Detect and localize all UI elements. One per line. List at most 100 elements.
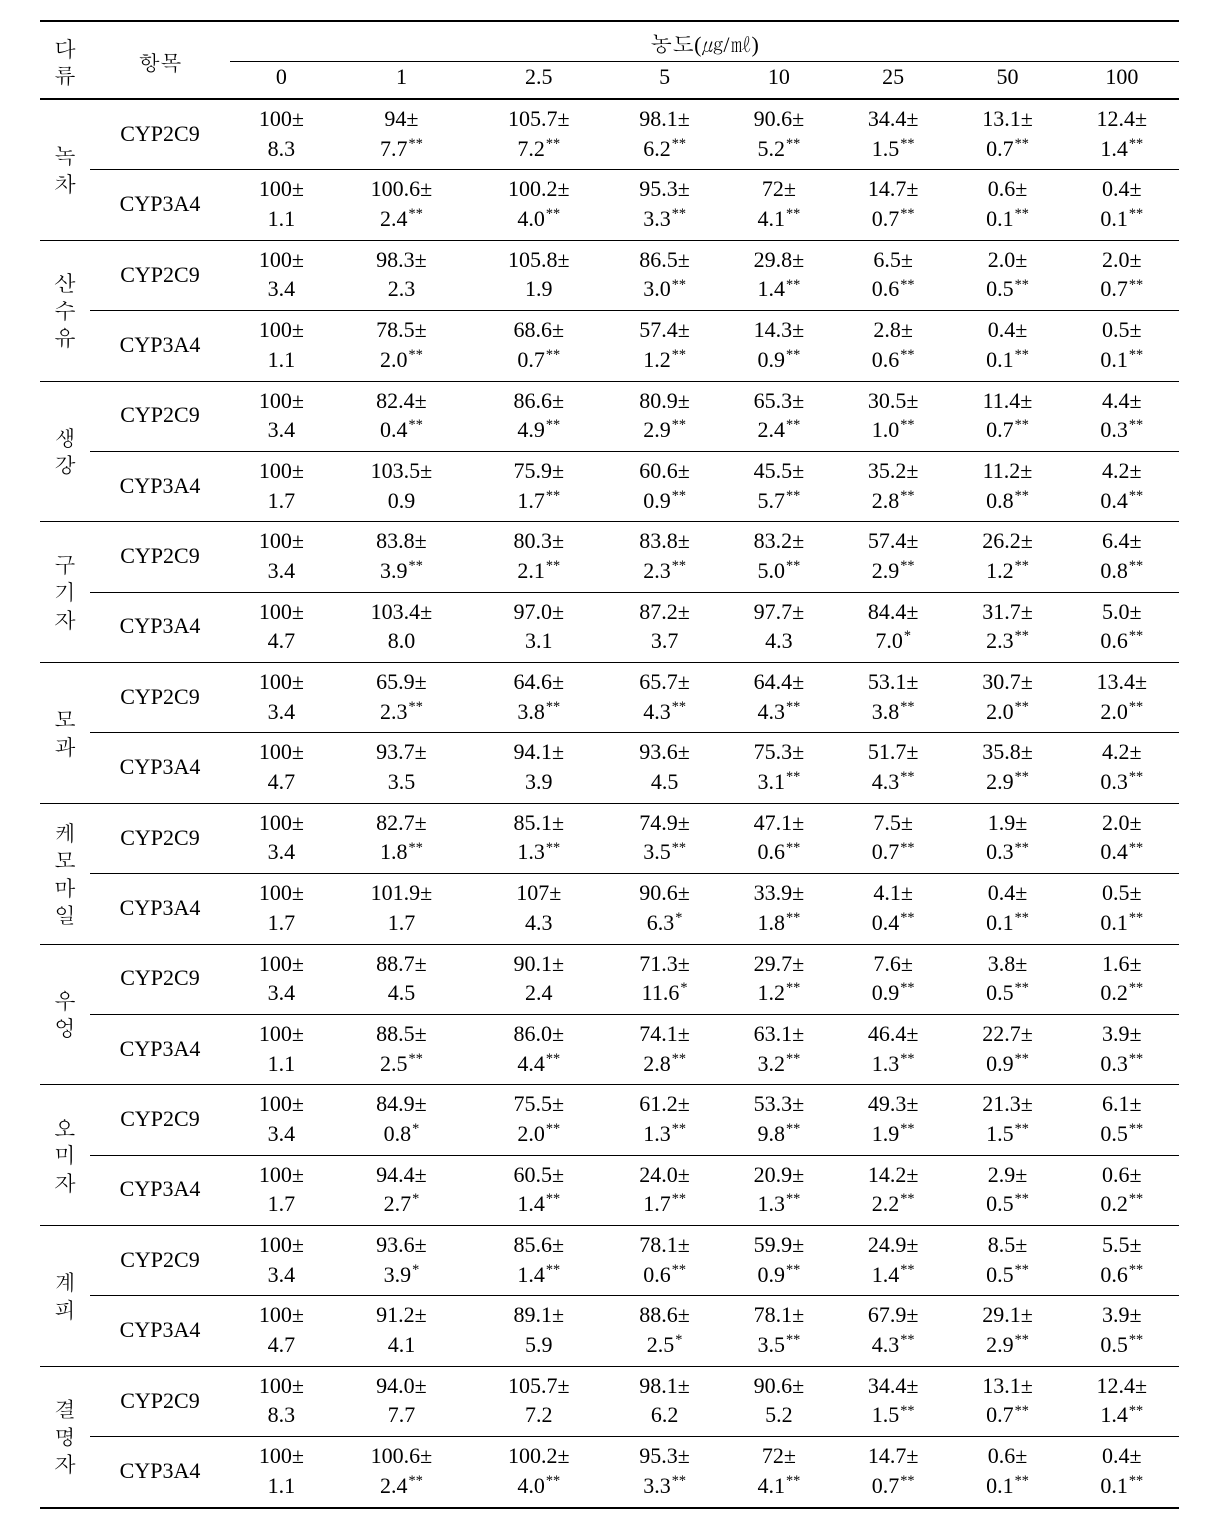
value-cell: 0.6±0.1** (950, 170, 1064, 240)
significance-marker: ** (672, 1191, 686, 1207)
significance-marker: ** (1129, 1191, 1143, 1207)
significance-marker: ** (900, 277, 914, 293)
value-cell: 75.3±3.1** (722, 733, 836, 803)
significance-marker: ** (1015, 417, 1029, 433)
significance-marker: ** (1129, 1051, 1143, 1067)
significance-marker: ** (672, 136, 686, 152)
value-cell: 2.9±0.5** (950, 1155, 1064, 1225)
value-cell: 105.7±7.2** (470, 99, 607, 170)
value-cell: 46.4±1.3** (836, 1014, 950, 1084)
value-cell: 29.8±1.4** (722, 240, 836, 310)
significance-marker: ** (900, 206, 914, 222)
value-cell: 95.3±3.3** (607, 1437, 721, 1508)
significance-marker: ** (1129, 628, 1143, 644)
value-cell: 7.5±0.7** (836, 803, 950, 873)
value-cell: 3.8±0.5** (950, 944, 1064, 1014)
item-cell: CYP3A4 (90, 170, 230, 240)
value-cell: 98.1±6.2 (607, 1366, 721, 1436)
value-cell: 90.1±2.4 (470, 944, 607, 1014)
category-cell: 모과 (40, 663, 90, 804)
significance-marker: * (412, 1262, 419, 1278)
cyp-inhibition-table: 다류 항목 농도(㎍/㎖) 012.55102550100 녹차CYP2C910… (40, 20, 1179, 1509)
significance-marker: ** (1129, 488, 1143, 504)
value-cell: 105.7±7.2 (470, 1366, 607, 1436)
value-cell: 97.0±3.1 (470, 592, 607, 662)
value-cell: 85.1±1.3** (470, 803, 607, 873)
value-cell: 107±4.3 (470, 874, 607, 944)
value-cell: 83.2±5.0** (722, 522, 836, 592)
significance-marker: ** (900, 840, 914, 856)
header-level: 50 (950, 62, 1064, 100)
value-cell: 83.8±3.9** (333, 522, 470, 592)
value-cell: 100±3.4 (230, 944, 333, 1014)
significance-marker: ** (546, 1051, 560, 1067)
value-cell: 20.9±1.3** (722, 1155, 836, 1225)
item-cell: CYP3A4 (90, 1437, 230, 1508)
value-cell: 100±1.7 (230, 1155, 333, 1225)
significance-marker: * (412, 1191, 419, 1207)
value-cell: 34.4±1.5** (836, 1366, 950, 1436)
significance-marker: ** (672, 558, 686, 574)
value-cell: 60.6±0.9** (607, 451, 721, 521)
category-cell: 결명자 (40, 1366, 90, 1507)
significance-marker: ** (1015, 1332, 1029, 1348)
value-cell: 57.4±1.2** (607, 311, 721, 381)
significance-marker: ** (409, 1473, 423, 1489)
header-level: 10 (722, 62, 836, 100)
value-cell: 64.6±3.8** (470, 663, 607, 733)
significance-marker: ** (672, 699, 686, 715)
significance-marker: ** (546, 1473, 560, 1489)
item-cell: CYP3A4 (90, 733, 230, 803)
significance-marker: * (675, 910, 682, 926)
value-cell: 6.5±0.6** (836, 240, 950, 310)
value-cell: 6.4±0.8** (1065, 522, 1179, 592)
significance-marker: ** (1129, 277, 1143, 293)
table-body: 녹차CYP2C9100±8.394±7.7**105.7±7.2**98.1±6… (40, 99, 1179, 1508)
significance-marker: ** (1129, 417, 1143, 433)
significance-marker: ** (1015, 206, 1029, 222)
significance-marker: ** (1015, 1191, 1029, 1207)
significance-marker: ** (1015, 910, 1029, 926)
significance-marker: ** (1015, 136, 1029, 152)
significance-marker: ** (786, 136, 800, 152)
significance-marker: ** (1015, 699, 1029, 715)
value-cell: 71.3±11.6* (607, 944, 721, 1014)
item-cell: CYP3A4 (90, 1014, 230, 1084)
significance-marker: ** (900, 558, 914, 574)
value-cell: 0.4±0.1** (950, 311, 1064, 381)
value-cell: 34.4±1.5** (836, 99, 950, 170)
significance-marker: ** (409, 699, 423, 715)
significance-marker: ** (786, 980, 800, 996)
significance-marker: ** (409, 417, 423, 433)
item-cell: CYP2C9 (90, 1366, 230, 1436)
category-cell: 녹차 (40, 99, 90, 240)
significance-marker: * (412, 1121, 419, 1137)
significance-marker: ** (900, 347, 914, 363)
value-cell: 59.9±0.9** (722, 1226, 836, 1296)
significance-marker: ** (1129, 206, 1143, 222)
significance-marker: ** (1015, 628, 1029, 644)
header-level: 100 (1065, 62, 1179, 100)
table-header: 다류 항목 농도(㎍/㎖) 012.55102550100 (40, 21, 1179, 99)
value-cell: 67.9±4.3** (836, 1296, 950, 1366)
significance-marker: ** (409, 558, 423, 574)
value-cell: 5.0±0.6** (1065, 592, 1179, 662)
significance-marker: ** (786, 206, 800, 222)
significance-marker: ** (900, 1332, 914, 1348)
value-cell: 13.1±0.7** (950, 1366, 1064, 1436)
item-cell: CYP2C9 (90, 240, 230, 310)
value-cell: 105.8±1.9 (470, 240, 607, 310)
significance-marker: ** (1129, 1473, 1143, 1489)
significance-marker: ** (786, 488, 800, 504)
significance-marker: ** (409, 1051, 423, 1067)
value-cell: 89.1±5.9 (470, 1296, 607, 1366)
value-cell: 78.5±2.0** (333, 311, 470, 381)
significance-marker: ** (900, 417, 914, 433)
value-cell: 97.7±4.3 (722, 592, 836, 662)
value-cell: 98.3±2.3 (333, 240, 470, 310)
value-cell: 100±1.7 (230, 451, 333, 521)
category-cell: 산수유 (40, 240, 90, 381)
significance-marker: ** (672, 1262, 686, 1278)
value-cell: 61.2±1.3** (607, 1085, 721, 1155)
significance-marker: ** (900, 1191, 914, 1207)
